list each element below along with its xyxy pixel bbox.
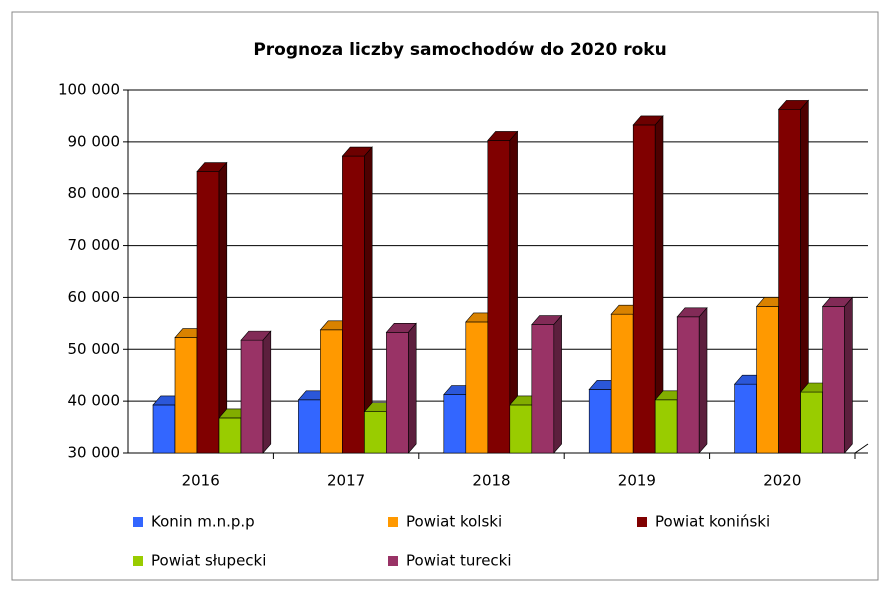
legend-swatch [388, 517, 398, 527]
bar-front [320, 329, 343, 454]
legend-label: Powiat słupecki [151, 552, 266, 570]
bar-front [632, 124, 656, 454]
bar-front [822, 306, 845, 454]
legend-swatch [133, 556, 143, 566]
y-tick-label: 40 000 [68, 392, 121, 410]
y-tick-label: 100 000 [58, 81, 120, 99]
y-tick-label: 90 000 [68, 132, 121, 150]
bar [196, 161, 228, 454]
bar-front [756, 306, 779, 454]
x-tick-label: 2016 [182, 472, 220, 490]
bar-front [364, 411, 387, 454]
legend-swatch [388, 556, 398, 566]
x-tick-label: 2017 [327, 472, 365, 490]
bar-front [487, 140, 511, 454]
bar-side [698, 306, 708, 454]
x-tick-label: 2018 [472, 472, 510, 490]
bar-front [465, 321, 489, 454]
bar [487, 130, 519, 454]
bar [240, 330, 272, 454]
bar-front [386, 332, 409, 454]
legend-swatch [133, 517, 143, 527]
bar-front [610, 313, 634, 454]
bar [632, 115, 664, 454]
bar-front [218, 417, 242, 454]
y-tick-label: 50 000 [68, 340, 121, 358]
x-tick-label: 2020 [763, 472, 801, 490]
floor-edge [854, 443, 869, 454]
bar-front [240, 339, 264, 454]
bar-front [734, 383, 757, 454]
bar-front [196, 171, 220, 454]
bar-front [443, 394, 467, 454]
x-tick-label: 2019 [618, 472, 656, 490]
bar-front [298, 399, 321, 454]
bar-front [174, 337, 198, 454]
bar-side [262, 330, 272, 454]
bar [385, 322, 417, 454]
bar-front [800, 391, 823, 454]
legend-label: Powiat koniński [655, 513, 770, 531]
bar-side [844, 296, 853, 454]
bar-front [588, 389, 612, 454]
bar-front [342, 155, 365, 454]
y-tick-label: 60 000 [68, 288, 121, 306]
bar-front [531, 324, 555, 454]
bar [341, 146, 373, 454]
bar-side [218, 161, 228, 454]
bar-front [509, 404, 533, 454]
bar [777, 99, 810, 454]
bar-front [676, 316, 700, 454]
bar-side [408, 322, 417, 454]
bar-side [553, 314, 562, 454]
legend-label: Powiat turecki [406, 552, 512, 570]
bar-front [654, 399, 678, 454]
legend-label: Konin m.n.p.p [151, 513, 255, 531]
bar [821, 296, 854, 454]
y-tick-label: 80 000 [68, 184, 121, 202]
bar [676, 306, 708, 454]
legend-label: Powiat kolski [406, 513, 502, 531]
bar [531, 314, 563, 454]
y-tick-label: 70 000 [68, 236, 121, 254]
chart-border [11, 11, 879, 581]
bar-front [152, 404, 176, 454]
legend-swatch [637, 517, 647, 527]
chart-title: Prognoza liczby samochodów do 2020 roku [253, 40, 666, 60]
y-tick-label: 30 000 [68, 444, 121, 462]
bar-front [778, 109, 801, 454]
